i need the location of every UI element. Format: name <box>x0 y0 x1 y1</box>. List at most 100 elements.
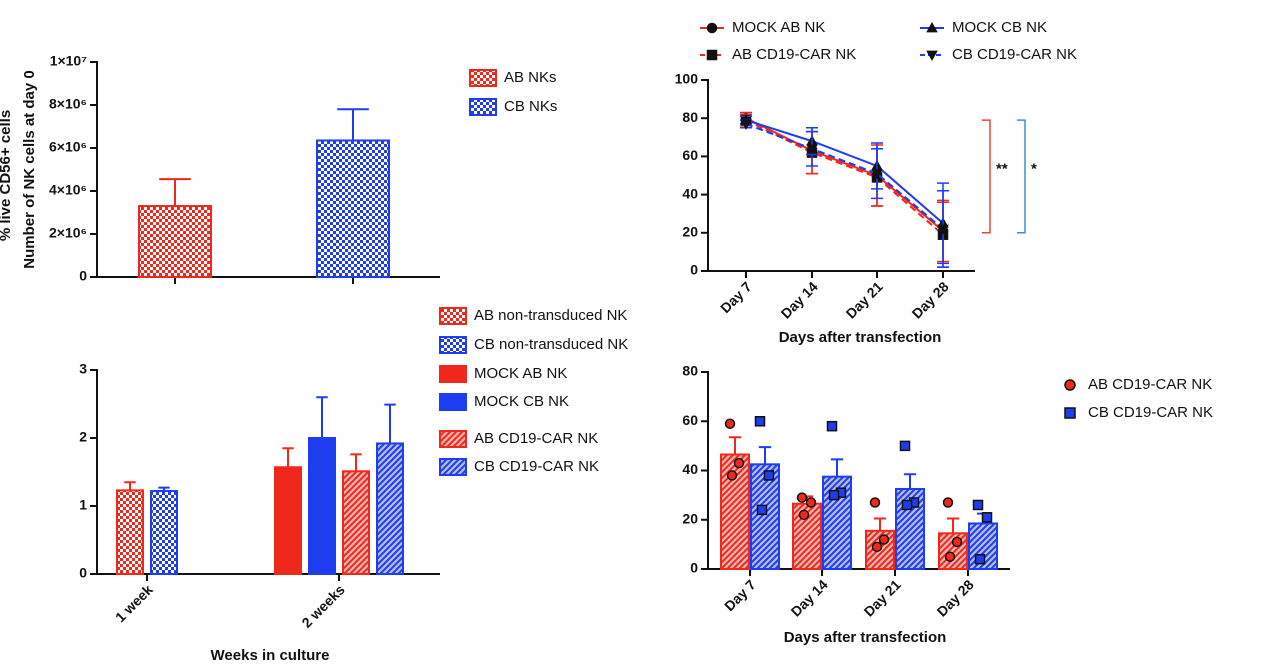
legend-label: AB CD19-CAR NK <box>732 46 856 63</box>
data-point <box>826 420 838 432</box>
legend-label: AB NKs <box>504 69 557 86</box>
x-tick-label: Day 7 <box>721 576 759 614</box>
data-point <box>951 536 963 548</box>
x-tick-label: Day 7 <box>717 278 755 316</box>
error-bar <box>316 396 328 438</box>
legend-marker <box>926 21 938 33</box>
error-bar <box>728 436 742 455</box>
bar <box>316 139 390 278</box>
legend-label: MOCK AB NK <box>474 365 567 382</box>
line <box>745 117 944 232</box>
error-bar <box>124 481 136 491</box>
legend-label: CB CD19-CAR NK <box>1088 404 1213 421</box>
bar <box>376 442 404 575</box>
x-tick-label: 2 weeks <box>298 581 347 630</box>
x-tick-label: Day 21 <box>842 278 885 321</box>
y-tick-label: 80 <box>682 363 698 379</box>
x-axis-label: Days after transfection <box>779 329 942 346</box>
y-tick-label: 20 <box>682 510 698 526</box>
data-point <box>871 541 883 553</box>
legend-swatch <box>439 430 467 448</box>
legend-swatch <box>469 69 497 87</box>
legend-swatch <box>439 336 467 354</box>
y-tick-label: 0 <box>79 268 87 284</box>
marker <box>806 144 818 155</box>
significance-label: * <box>1031 161 1037 178</box>
y-tick-label: 60 <box>682 412 698 428</box>
y-tick-label: 40 <box>682 185 698 201</box>
legend-marker <box>926 50 938 62</box>
error-bar <box>159 178 191 207</box>
data-point <box>726 470 738 481</box>
x-tick-label: Day 14 <box>777 278 820 321</box>
x-axis-label: Days after transfection <box>784 629 947 646</box>
legend-label: CB CD19-CAR NK <box>474 458 599 475</box>
bar <box>792 502 822 570</box>
error-bar <box>873 517 887 531</box>
error-bar <box>337 108 369 141</box>
bar <box>750 463 780 570</box>
x-tick-label: Day 28 <box>908 278 951 321</box>
significance-bracket <box>982 119 991 234</box>
legend-label: AB CD19-CAR NK <box>1088 376 1212 393</box>
data-point <box>805 497 817 508</box>
y-tick-label: 3 <box>79 361 87 377</box>
data-point <box>869 497 881 508</box>
y-axis-label: % live CD56+ cells <box>0 110 14 241</box>
legend-label: CB NKs <box>504 98 557 115</box>
legend-label: AB CD19-CAR NK <box>474 430 598 447</box>
significance-bracket <box>1017 119 1026 234</box>
y-tick-label: 4×10⁶ <box>49 182 87 198</box>
legend-label: MOCK CB NK <box>952 19 1047 36</box>
legend-label: AB non-transduced NK <box>474 307 627 324</box>
bar <box>150 490 178 576</box>
significance-label: ** <box>996 161 1008 178</box>
y-tick-label: 80 <box>682 109 698 125</box>
data-point <box>754 416 766 427</box>
y-tick-label: 0 <box>690 560 698 576</box>
marker <box>937 224 949 236</box>
bar <box>274 466 302 575</box>
error-bar <box>830 458 844 477</box>
legend-marker <box>1064 407 1076 419</box>
data-point <box>942 497 954 508</box>
line <box>745 119 944 236</box>
data-point <box>899 440 911 452</box>
y-tick-label: 100 <box>675 71 699 87</box>
marker <box>740 119 752 130</box>
legend-label: MOCK CB NK <box>474 393 569 410</box>
y-tick-label: 2×10⁶ <box>49 225 87 241</box>
data-point <box>796 492 808 503</box>
data-point <box>733 457 745 469</box>
data-point <box>756 504 768 516</box>
y-tick-label: 0 <box>79 565 87 581</box>
data-point <box>878 534 890 545</box>
legend-swatch <box>439 458 467 476</box>
data-point <box>974 553 986 565</box>
data-point <box>972 499 984 511</box>
y-tick-label: 1×10⁷ <box>50 53 88 69</box>
marker <box>871 169 883 180</box>
y-tick-label: 60 <box>682 147 698 163</box>
legend-marker <box>706 49 718 61</box>
bar <box>342 470 370 576</box>
y-tick-label: 8×10⁶ <box>49 96 87 112</box>
bar <box>116 489 144 575</box>
error-bar <box>282 447 294 468</box>
y-tick-label: 0 <box>690 262 698 278</box>
bar <box>822 475 852 570</box>
legend-swatch <box>439 393 467 411</box>
y-tick-label: 20 <box>682 224 698 240</box>
data-point <box>763 470 775 481</box>
data-point <box>944 551 956 562</box>
legend-marker <box>706 22 718 34</box>
legend-label: MOCK AB NK <box>732 19 825 36</box>
y-tick-label: 1 <box>79 497 87 513</box>
data-point <box>828 489 840 501</box>
error-bar <box>350 453 362 472</box>
bar <box>138 205 212 278</box>
legend-swatch <box>439 365 467 383</box>
data-point <box>798 509 810 521</box>
line <box>745 122 944 230</box>
